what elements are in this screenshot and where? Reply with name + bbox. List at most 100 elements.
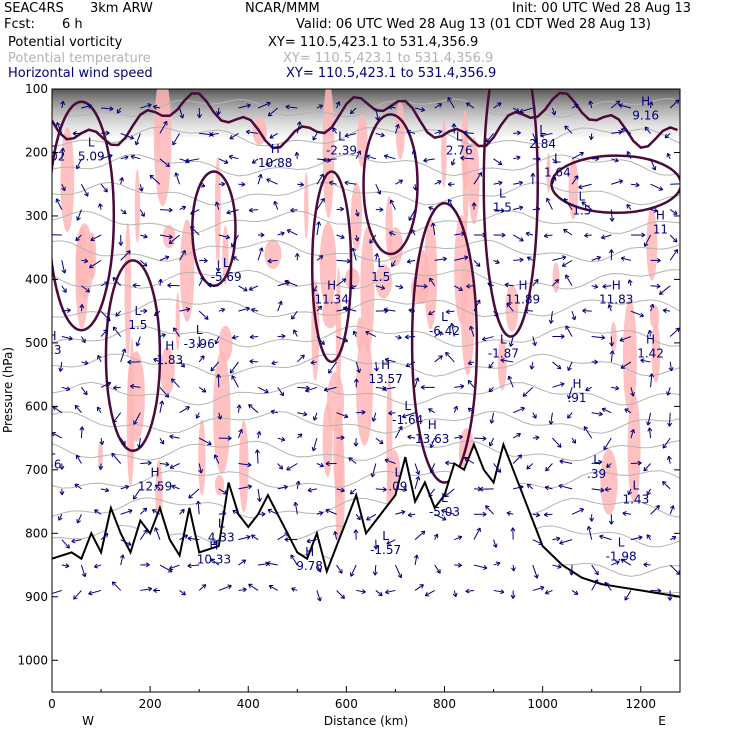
theta-isoline — [52, 440, 680, 462]
wind-arrow — [140, 234, 148, 238]
wind-arrow — [630, 429, 635, 439]
pv-shade-streak — [264, 239, 282, 269]
wind-arrow-head — [75, 164, 81, 170]
wind-arrow-head — [589, 517, 595, 522]
wind-arrow-head — [115, 312, 120, 317]
wind-arrow — [173, 327, 180, 337]
wind-arrow-head — [97, 203, 103, 208]
wind-arrow-head — [655, 505, 660, 510]
wind-arrow-head — [408, 216, 413, 221]
wind-arrow-head — [516, 130, 521, 136]
wind-arrow — [52, 589, 62, 595]
wind-arrow-head — [428, 492, 433, 498]
pv-shade-streak — [600, 448, 618, 515]
wind-arrow-head — [544, 589, 550, 595]
extremum-kind: L — [579, 190, 586, 204]
wind-arrow — [669, 249, 678, 261]
wind-arrow-head — [556, 536, 561, 542]
wind-arrow — [669, 99, 680, 109]
wind-arrow-head — [153, 104, 158, 110]
wind-arrow-head — [328, 369, 333, 374]
wind-arrow-head — [627, 490, 632, 496]
wind-arrow — [611, 386, 619, 390]
wind-arrow-head — [278, 300, 283, 306]
wind-arrow — [130, 385, 141, 388]
wind-arrow — [525, 232, 533, 236]
pv-contour — [362, 113, 419, 256]
extremum-kind: L — [456, 129, 463, 143]
wind-arrow-head — [407, 434, 412, 440]
wind-arrow — [669, 361, 673, 372]
wind-arrow — [582, 310, 592, 312]
wind-arrow-head — [379, 207, 384, 213]
wind-arrow-head — [286, 229, 292, 234]
wind-arrow — [355, 209, 359, 217]
wind-arrow-head — [526, 256, 532, 261]
wind-arrow — [257, 102, 271, 109]
wind-arrow — [630, 310, 644, 317]
wind-arrow — [257, 247, 263, 261]
wind-arrow — [620, 558, 632, 566]
wind-arrow-head — [487, 282, 492, 287]
wind-arrow-head — [97, 354, 102, 360]
wind-arrow-head — [295, 480, 301, 485]
wind-arrow — [552, 361, 562, 370]
wind-arrow — [296, 121, 301, 134]
wind-arrow-head — [142, 262, 148, 267]
wind-arrow-head — [519, 108, 524, 114]
wind-arrow-head — [563, 228, 568, 234]
wind-arrow-head — [554, 279, 560, 284]
wind-arrow-head — [658, 290, 664, 295]
wind-arrow — [604, 582, 612, 591]
wind-arrow — [179, 361, 185, 368]
wind-arrow — [140, 462, 152, 464]
wind-arrow-head — [522, 392, 528, 397]
wind-arrow-head — [246, 103, 251, 109]
wind-arrow — [344, 181, 357, 185]
wind-arrow-head — [609, 350, 615, 355]
wind-arrow — [159, 386, 169, 398]
wind-arrow-head — [458, 434, 463, 440]
wind-arrow-head — [365, 154, 371, 160]
wind-arrow — [590, 133, 593, 140]
wind-arrow-head — [190, 225, 195, 231]
wind-arrow-head — [216, 374, 222, 379]
wind-arrow-head — [465, 588, 470, 594]
wind-arrow — [473, 527, 481, 540]
wind-arrow-head — [500, 358, 505, 363]
wind-arrow — [589, 100, 593, 109]
pv-shade-streak — [214, 156, 221, 266]
wind-arrow — [353, 330, 357, 337]
wind-arrow — [493, 209, 505, 212]
wind-arrow — [265, 158, 278, 166]
wind-arrow — [391, 260, 396, 267]
wind-arrow-head — [61, 186, 66, 192]
wind-arrow — [394, 124, 399, 134]
wind-arrow-head — [520, 406, 525, 412]
wind-arrow-head — [74, 483, 79, 489]
x-tick-label: 0 — [48, 697, 56, 711]
wind-arrow-head — [133, 420, 138, 425]
wind-arrow-head — [488, 441, 494, 447]
wind-arrow-head — [228, 154, 234, 160]
wind-arrow — [622, 512, 632, 515]
wind-arrow — [198, 437, 212, 445]
wind-arrow-head — [643, 562, 648, 568]
wind-arrow-head — [338, 569, 343, 574]
wind-arrow — [463, 132, 474, 134]
wind-arrow-head — [59, 465, 65, 470]
wind-arrow — [669, 564, 680, 575]
pv-shade-streak — [214, 474, 225, 496]
wind-arrow-head — [290, 554, 295, 559]
wind-arrow-head — [673, 210, 678, 215]
extremum-kind: L — [539, 123, 546, 137]
wind-arrow-head — [126, 250, 131, 255]
theta-isoline — [52, 239, 680, 263]
wind-arrow-head — [317, 568, 322, 573]
wind-arrow-head — [96, 406, 102, 412]
wind-arrow-head — [601, 335, 606, 341]
wind-arrow — [506, 512, 514, 515]
wind-arrow-head — [374, 253, 380, 258]
wind-arrow-head — [356, 368, 361, 374]
wind-arrow — [412, 150, 416, 159]
